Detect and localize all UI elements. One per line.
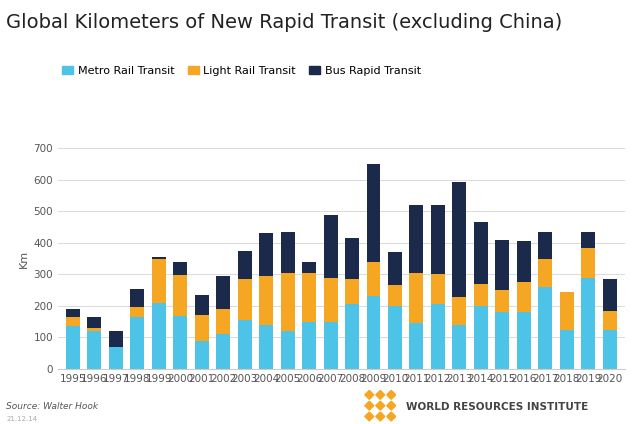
Bar (538, 232, 552, 259)
Text: Source: Walter Hook: Source: Walter Hook (6, 402, 99, 411)
Bar (495, 290, 509, 312)
Bar (431, 205, 445, 274)
Polygon shape (375, 412, 384, 421)
Bar (259, 234, 273, 276)
Bar (194, 315, 209, 340)
Bar (603, 329, 616, 369)
Text: 21.12.14: 21.12.14 (6, 416, 37, 421)
Bar (130, 307, 144, 317)
Bar (323, 215, 337, 278)
Bar (516, 241, 531, 282)
Bar (281, 273, 294, 331)
Bar (516, 312, 531, 369)
Polygon shape (365, 391, 374, 399)
Bar (238, 320, 252, 369)
Bar (581, 278, 595, 369)
Bar (603, 279, 616, 311)
Bar (194, 295, 209, 315)
Bar (152, 303, 166, 369)
Bar (581, 248, 595, 278)
Bar (431, 274, 445, 304)
Bar (410, 323, 424, 369)
Bar (88, 317, 101, 328)
Text: WORLD RESOURCES INSTITUTE: WORLD RESOURCES INSTITUTE (406, 402, 588, 412)
Bar (431, 304, 445, 369)
Polygon shape (365, 412, 374, 421)
Bar (281, 232, 294, 273)
Bar (366, 262, 381, 296)
Bar (452, 182, 466, 297)
Polygon shape (375, 401, 384, 410)
Bar (194, 340, 209, 369)
Bar (345, 238, 359, 279)
Bar (474, 284, 488, 306)
Bar (216, 309, 231, 334)
Bar (560, 292, 574, 329)
Bar (323, 278, 337, 322)
Bar (495, 312, 509, 369)
Bar (538, 287, 552, 369)
Bar (538, 259, 552, 287)
Bar (474, 306, 488, 369)
Bar (323, 322, 337, 369)
Legend: Metro Rail Transit, Light Rail Transit, Bus Rapid Transit: Metro Rail Transit, Light Rail Transit, … (58, 61, 426, 81)
Bar (88, 328, 101, 331)
Bar (516, 282, 531, 312)
Bar (302, 262, 316, 273)
Bar (560, 329, 574, 369)
Bar (130, 289, 144, 307)
Bar (173, 275, 187, 316)
Bar (66, 317, 80, 326)
Bar (173, 262, 187, 275)
Bar (345, 279, 359, 304)
Bar (366, 296, 381, 369)
Bar (410, 205, 424, 273)
Bar (259, 276, 273, 325)
Bar (109, 331, 123, 347)
Y-axis label: Km: Km (19, 250, 30, 268)
Bar (66, 309, 80, 317)
Bar (388, 285, 402, 306)
Bar (216, 276, 231, 309)
Bar (173, 316, 187, 369)
Bar (452, 297, 466, 325)
Polygon shape (365, 401, 374, 410)
Bar (495, 240, 509, 290)
Bar (345, 304, 359, 369)
Bar (152, 257, 166, 259)
Bar (152, 259, 166, 303)
Bar (581, 232, 595, 248)
Text: Global Kilometers of New Rapid Transit (excluding China): Global Kilometers of New Rapid Transit (… (6, 13, 563, 32)
Bar (474, 223, 488, 284)
Bar (302, 273, 316, 322)
Polygon shape (375, 391, 384, 399)
Bar (281, 331, 294, 369)
Bar (302, 322, 316, 369)
Polygon shape (386, 391, 395, 399)
Bar (452, 325, 466, 369)
Bar (366, 164, 381, 262)
Bar (216, 334, 231, 369)
Polygon shape (386, 401, 395, 410)
Bar (238, 279, 252, 320)
Bar (66, 326, 80, 369)
Bar (109, 347, 123, 369)
Bar (410, 273, 424, 323)
Polygon shape (386, 412, 395, 421)
Bar (388, 306, 402, 369)
Bar (388, 252, 402, 285)
Bar (238, 251, 252, 279)
Bar (603, 311, 616, 329)
Bar (130, 317, 144, 369)
Bar (88, 331, 101, 369)
Bar (259, 325, 273, 369)
